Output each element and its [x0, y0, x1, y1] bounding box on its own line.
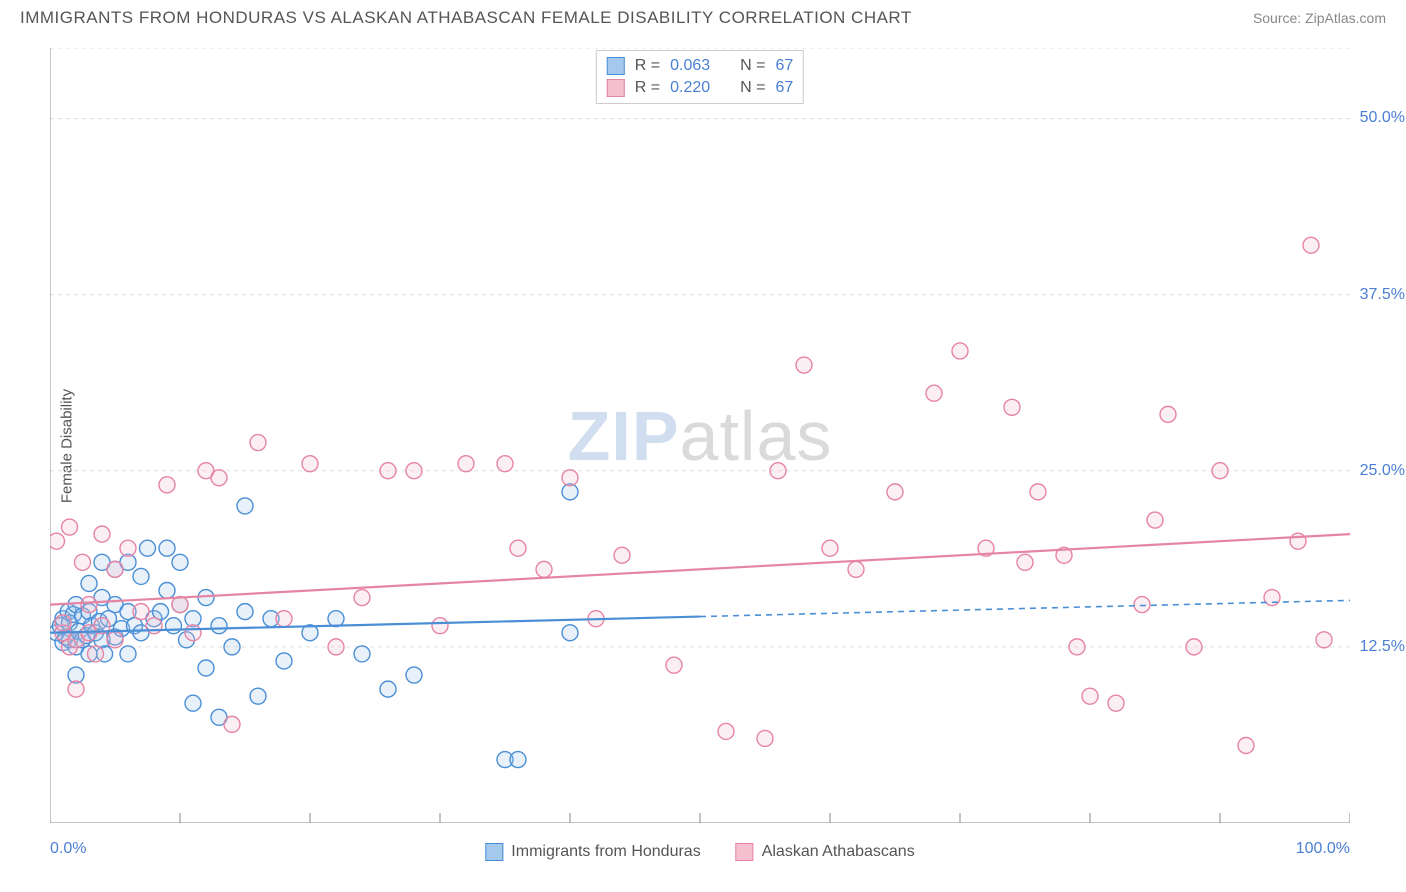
r-value: 0.220: [670, 79, 720, 97]
n-label: N =: [740, 79, 765, 97]
n-value: 67: [775, 57, 793, 75]
legend-stat-row: R = 0.063 N = 67: [607, 55, 793, 77]
chart-header: IMMIGRANTS FROM HONDURAS VS ALASKAN ATHA…: [0, 0, 1406, 32]
legend-swatch: [607, 57, 625, 75]
r-value: 0.063: [670, 57, 720, 75]
legend-stats: R = 0.063 N = 67 R = 0.220 N = 67: [596, 50, 804, 104]
n-value: 67: [775, 79, 793, 97]
legend-stat-row: R = 0.220 N = 67: [607, 77, 793, 99]
scatter-plot-svg: [50, 48, 1350, 823]
y-tick-label: 25.0%: [1360, 462, 1405, 480]
legend-series-item: Alaskan Athabascans: [736, 843, 915, 861]
legend-series-label: Alaskan Athabascans: [762, 843, 915, 861]
legend-swatch: [485, 843, 503, 861]
chart-title: IMMIGRANTS FROM HONDURAS VS ALASKAN ATHA…: [20, 8, 912, 28]
y-tick-label: 12.5%: [1360, 638, 1405, 656]
y-tick-label: 37.5%: [1360, 286, 1405, 304]
legend-series-label: Immigrants from Honduras: [511, 843, 700, 861]
x-min-label: 0.0%: [50, 840, 86, 858]
y-tick-label: 50.0%: [1360, 109, 1405, 127]
n-label: N =: [740, 57, 765, 75]
legend-swatch: [736, 843, 754, 861]
chart-container: ZIPatlas R =0.063N =67R =0.220N =67 0.0%…: [50, 48, 1350, 823]
x-max-label: 100.0%: [1296, 840, 1350, 858]
r-label: R =: [635, 57, 660, 75]
chart-source: Source: ZipAtlas.com: [1253, 10, 1386, 26]
legend-series-item: Immigrants from Honduras: [485, 843, 700, 861]
legend-series: Immigrants from Honduras Alaskan Athabasc…: [485, 843, 914, 861]
r-label: R =: [635, 79, 660, 97]
legend-swatch: [607, 79, 625, 97]
